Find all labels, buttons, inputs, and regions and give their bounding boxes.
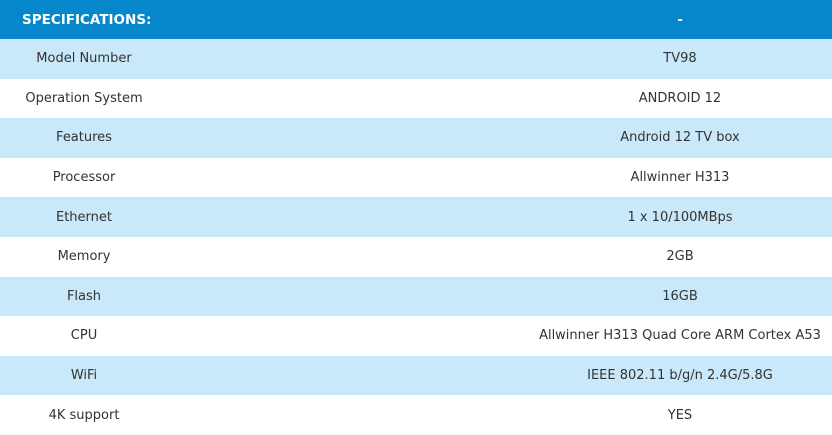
spec-row: Ethernet 1 x 10/100MBps [0,197,832,237]
spec-label: Features [56,130,112,146]
spec-row: Operation System ANDROID 12 [0,78,832,119]
spec-row: Features Android 12 TV box [0,118,832,158]
spec-value: Allwinner H313 Quad Core ARM Cortex A53 [539,328,821,344]
spec-label: Memory [57,249,111,265]
spec-value: TV98 [663,51,697,67]
spec-value: Android 12 TV box [620,130,740,146]
spec-row: Memory 2GB [0,236,832,277]
spec-label: Processor [52,170,116,186]
spec-value: 1 x 10/100MBps [627,209,733,225]
spec-label: WiFi [70,368,98,384]
spec-value: 16GB [662,288,698,304]
spec-row: CPU Allwinner H313 Quad Core ARM Cortex A… [0,316,832,356]
spec-value: IEEE 802.11 b/g/n 2.4G/5.8G [587,368,773,384]
spec-row: Model Number TV98 [0,39,832,79]
spec-row: Processor Allwinner H313 [0,157,832,198]
header-row: SPECIFICATIONS: - [0,0,832,39]
spec-value: Allwinner H313 [630,170,730,186]
spec-label: Flash [66,288,102,304]
header-cell: - [677,11,683,28]
spec-label: CPU [70,328,98,344]
spec-row: 4K support YES [0,395,832,435]
header-cell: SPECIFICATIONS: [22,11,152,28]
spec-value: 2GB [666,249,694,265]
spec-row: Flash 16GB [0,276,832,317]
spec-label: Model Number [36,51,132,67]
spec-label: Operation System [25,90,143,106]
spec-label: Ethernet [56,209,112,225]
spec-label: 4K support [48,407,120,423]
spec-value: YES [667,407,693,423]
spec-row: WiFi IEEE 802.11 b/g/n 2.4G/5.8G [0,355,832,396]
spec-value: ANDROID 12 [638,90,722,106]
